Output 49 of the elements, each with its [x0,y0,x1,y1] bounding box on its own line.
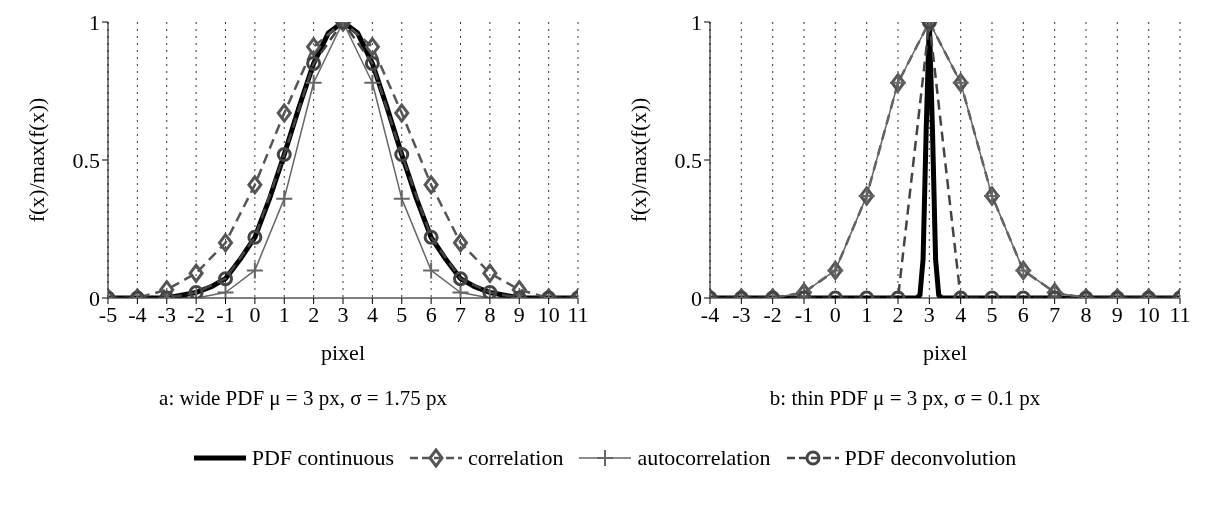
x-tick-label: -3 [732,301,751,327]
legend-label: PDF continuous [250,445,395,471]
legend-label: autocorrelation [636,445,771,471]
x-tick-label: -3 [157,301,176,327]
text: a: wide PDF μ = 3 px, σ = 1.75 px [158,386,448,411]
x-tick-label: 4 [366,301,378,327]
x-tick-label: 8 [484,301,496,327]
x-tick-label: 3 [337,301,349,327]
y-axis-title: f(x)/max(f(x)) [625,97,651,223]
x-tick-label: 11 [567,301,589,327]
x-axis-title: pixel [321,340,365,365]
text: b: thin PDF μ = 3 px, σ = 0.1 px [768,386,1042,411]
x-tick-label: -2 [763,301,782,327]
x-tick-label: -2 [186,301,206,327]
x-tick-label: 5 [986,301,998,327]
x-tick-label: -4 [700,301,720,327]
x-tick-label: -1 [216,301,235,327]
y-tick-label: 0 [89,285,100,311]
x-tick-label: -5 [98,301,118,327]
x-tick-label: 10 [1137,301,1160,327]
x-tick-label: 9 [513,301,525,327]
x-tick-label: 4 [955,301,967,327]
x-tick-label: 10 [537,301,560,327]
x-tick-label: 1 [861,301,873,327]
x-tick-label: 1 [278,301,290,327]
x-axis-title: pixel [923,340,967,365]
legend-label: correlation [467,445,564,471]
x-tick-label: 9 [1111,301,1123,327]
x-tick-label: -4 [128,301,147,327]
legend-label: PDF deconvolution [843,445,1017,471]
y-tick-label: 0 [691,285,702,311]
y-tick-label: 0.5 [674,147,702,173]
x-tick-label: 8 [1080,301,1092,327]
x-tick-label: 0 [829,301,841,327]
x-tick-label: 6 [1017,301,1029,327]
y-tick-label: 1 [691,9,702,35]
y-axis-title: f(x)/max(f(x)) [23,97,49,223]
x-tick-label: 2 [892,301,904,327]
x-tick-label: 2 [308,301,320,327]
x-tick-label: 6 [425,301,437,327]
x-tick-label: 5 [396,301,408,327]
x-tick-label: 7 [1049,301,1061,327]
x-tick-label: 11 [1169,301,1191,327]
x-tick-label: -1 [794,301,814,327]
x-tick-label: 7 [455,301,466,327]
y-tick-label: 0.5 [72,147,100,173]
x-tick-label: 0 [249,301,261,327]
y-tick-label: 1 [89,9,100,35]
x-tick-label: 3 [923,301,935,327]
